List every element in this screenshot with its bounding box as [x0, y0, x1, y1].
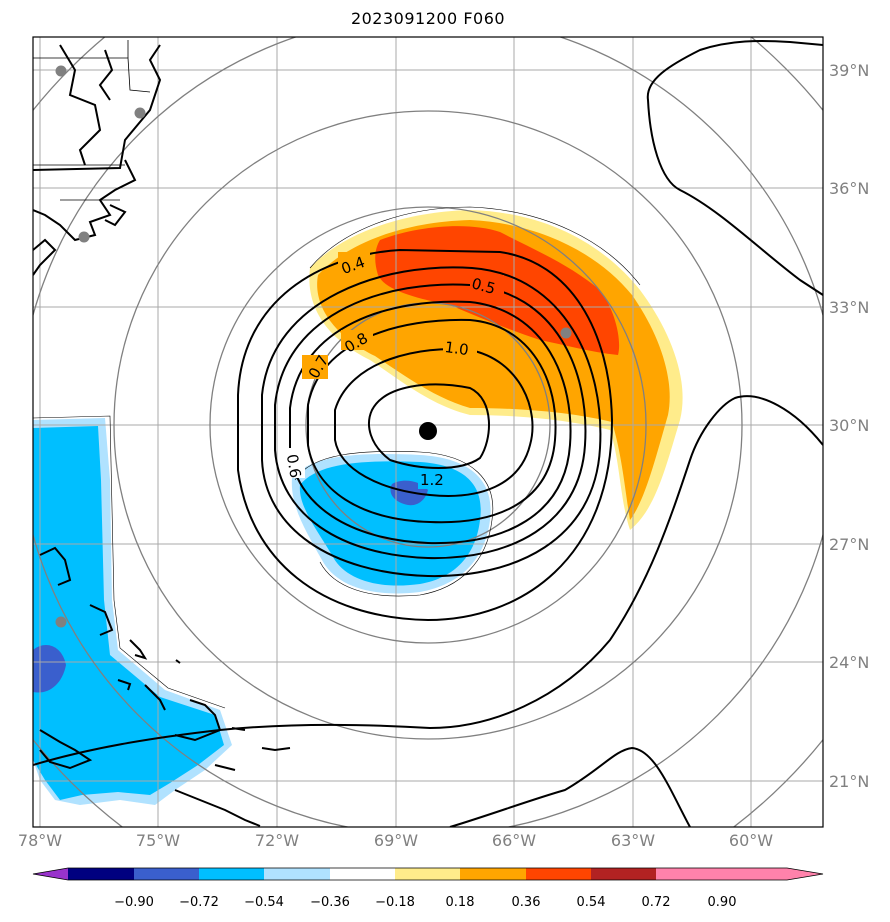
- lat-tick-label: 33°N: [829, 298, 869, 317]
- contour-label-1.2: 1.2: [420, 471, 444, 489]
- colorbar-extend-low: [33, 868, 68, 880]
- colorbar-label: −0.54: [244, 895, 284, 910]
- station-markers: [55, 65, 572, 628]
- lat-tick-label: 39°N: [829, 61, 869, 80]
- colorbar: −0.90 −0.72 −0.54 −0.36 −0.18 0.18 0.36 …: [32, 867, 824, 910]
- colorbar-segment: [460, 868, 526, 880]
- gridlines: [33, 37, 823, 827]
- contour-label-0.5: 0.5: [470, 274, 498, 298]
- lat-tick-label: 21°N: [829, 772, 869, 791]
- lon-tick-label: 69°W: [374, 831, 418, 850]
- colorbar-segment: [722, 868, 787, 880]
- colorbar-label: 0.90: [708, 895, 737, 910]
- lon-tick-label: 78°W: [18, 831, 62, 850]
- lat-tick-label: 30°N: [829, 416, 869, 435]
- colorbar-labels: −0.90 −0.72 −0.54 −0.36 −0.18 0.18 0.36 …: [114, 895, 736, 910]
- lon-tick-label: 75°W: [136, 831, 180, 850]
- station-marker: [78, 231, 90, 243]
- colorbar-label: 0.18: [446, 895, 475, 910]
- station-marker: [560, 327, 572, 339]
- colorbar-segment: [330, 868, 395, 880]
- station-marker: [134, 107, 146, 119]
- station-marker: [55, 65, 67, 77]
- storm-contours: [33, 39, 823, 827]
- lon-tick-label: 60°W: [729, 831, 773, 850]
- map-frame: [32, 36, 824, 828]
- station-marker: [55, 616, 67, 628]
- colorbar-label: −0.18: [375, 895, 415, 910]
- colorbar-segment: [395, 868, 460, 880]
- colorbar-segment: [134, 868, 199, 880]
- map-title: 2023091200 F060: [350, 9, 506, 28]
- colorbar-label: −0.36: [310, 895, 350, 910]
- colorbar-label: 0.36: [512, 895, 541, 910]
- contour-label-0.6: 0.6: [283, 453, 305, 480]
- storm-center-marker: [419, 422, 437, 440]
- colorbar-label: −0.72: [179, 895, 219, 910]
- colorbar-label: −0.90: [114, 895, 154, 910]
- colorbar-segment: [199, 868, 264, 880]
- lon-ticks: 78°W 75°W 72°W 69°W 66°W 63°W 60°W: [18, 831, 773, 850]
- colorbar-extend-high: [787, 868, 823, 880]
- colorbar-segment: [526, 868, 591, 880]
- coastlines: [33, 44, 291, 827]
- contour-labels: 0.4 0.5 0.7 0.8 1.0 0.6 1.2: [283, 252, 504, 489]
- colorbar-segment: [264, 868, 330, 880]
- shading-outlines: [33, 206, 641, 709]
- colorbar-label: 0.54: [577, 895, 606, 910]
- colorbar-segment: [591, 868, 656, 880]
- colorbar-label: 0.72: [642, 895, 671, 910]
- state-borders: [33, 40, 151, 201]
- lon-tick-label: 63°W: [611, 831, 655, 850]
- lat-tick-label: 24°N: [829, 653, 869, 672]
- colorbar-segment: [68, 868, 134, 880]
- contour-label-1.0: 1.0: [444, 338, 470, 359]
- lat-tick-label: 36°N: [829, 179, 869, 198]
- colorbar-segment: [656, 868, 722, 880]
- lat-ticks: 39°N 36°N 33°N 30°N 27°N 24°N 21°N: [829, 61, 869, 791]
- lat-tick-label: 27°N: [829, 535, 869, 554]
- lon-tick-label: 72°W: [255, 831, 299, 850]
- lon-tick-label: 66°W: [492, 831, 536, 850]
